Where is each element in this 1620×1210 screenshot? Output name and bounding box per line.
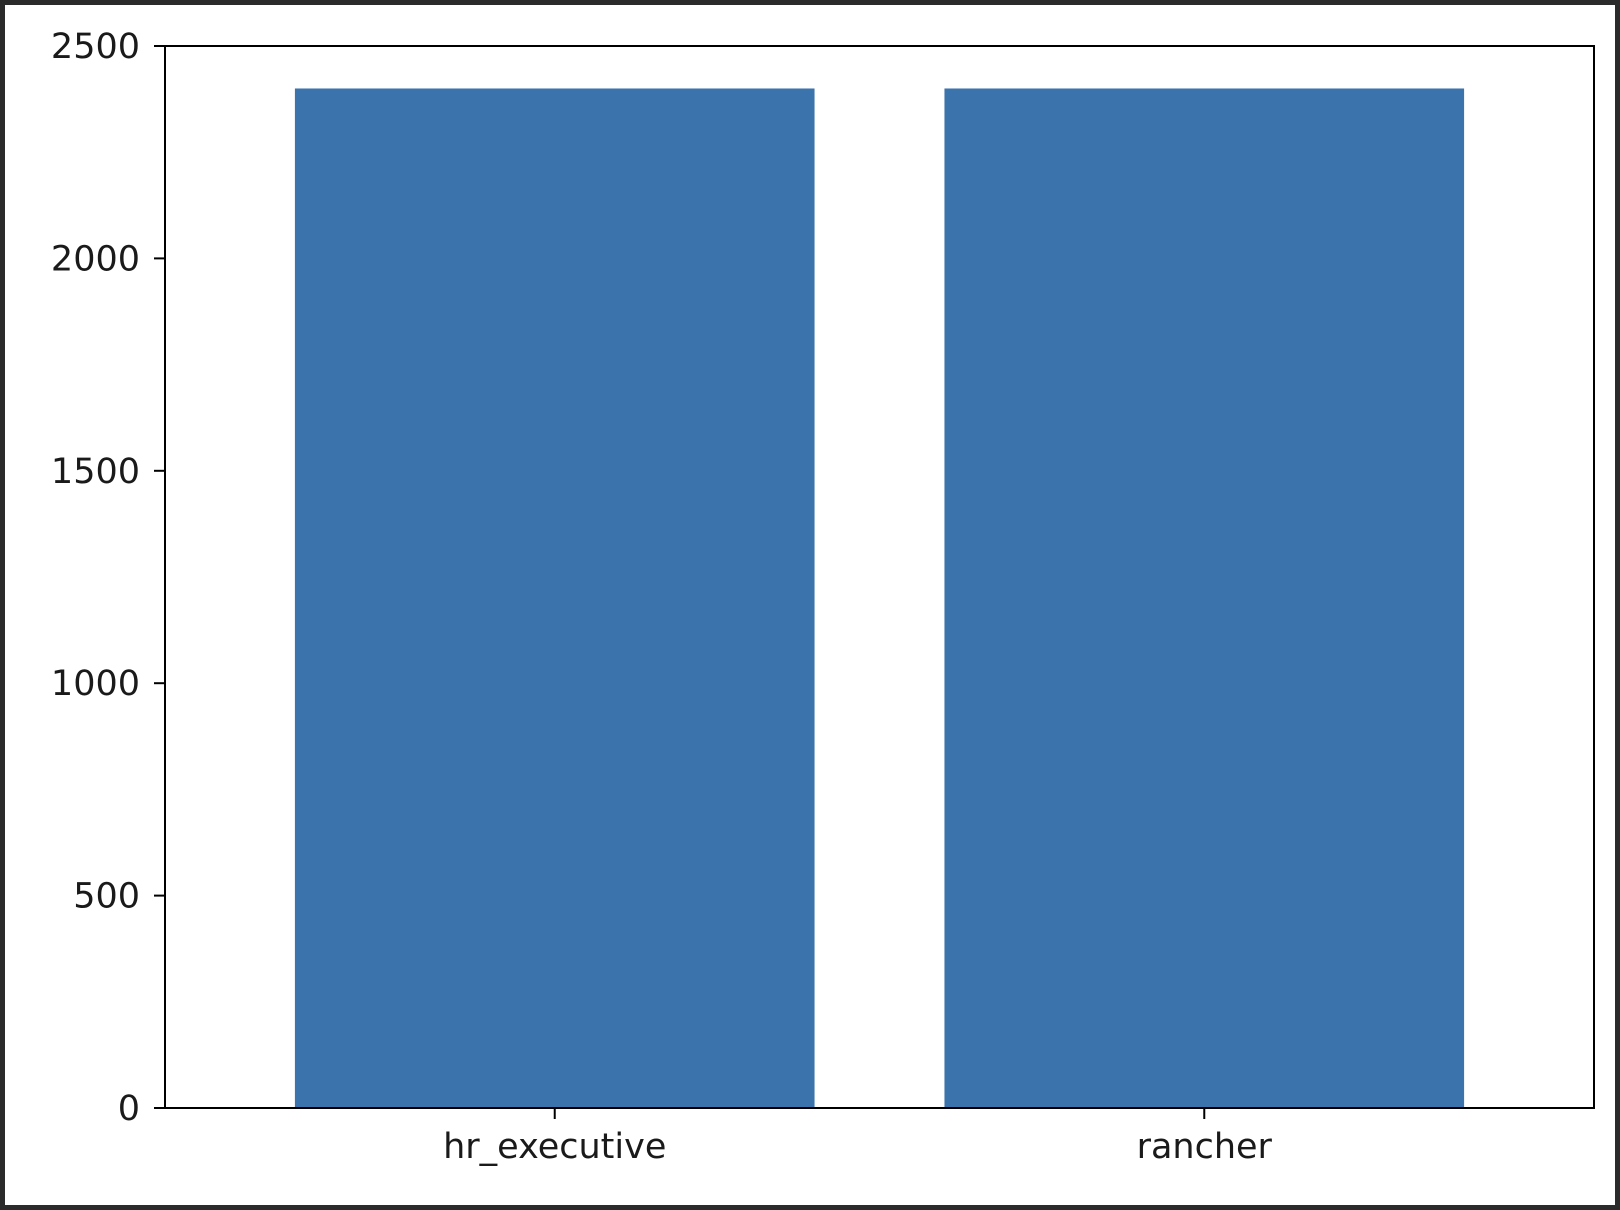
y-tick-label: 0 [118,1089,140,1129]
y-tick-label: 1500 [51,452,140,492]
x-axis: hr_executive rancher [443,1108,1273,1167]
bar-hr-executive [294,88,815,1109]
y-axis: 0 500 1000 1500 2000 2500 [51,27,165,1129]
x-tick-label: rancher [1137,1127,1273,1167]
y-tick-label: 2500 [51,27,140,67]
axes-frame [164,45,1595,1109]
y-tick-label: 1000 [51,664,140,704]
bars-group [294,88,1465,1109]
y-tick-label: 2000 [51,239,140,279]
bar-rancher [944,88,1465,1109]
y-tick-label: 500 [73,877,140,917]
x-tick-label: hr_executive [443,1127,666,1167]
